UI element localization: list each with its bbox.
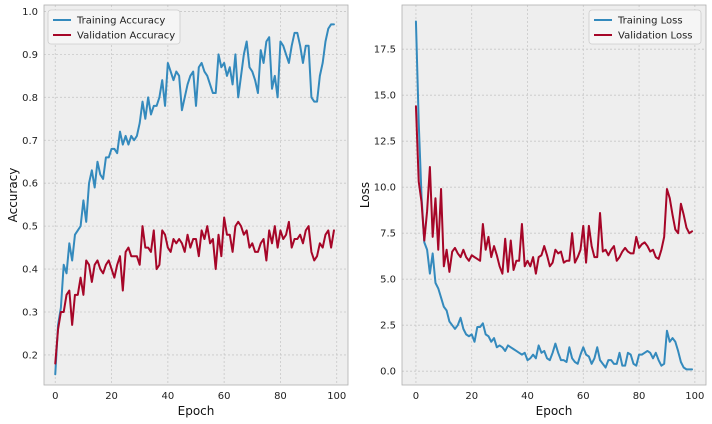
y-tick-label: 17.5	[374, 45, 396, 56]
x-tick-label: 0	[413, 391, 419, 402]
x-tick-label: 40	[161, 391, 174, 402]
series-line-validation-accuracy	[54, 216, 335, 365]
y-tick-label: 0.4	[22, 265, 38, 276]
plot-area	[402, 5, 706, 385]
legend-label: Training Loss	[617, 16, 683, 27]
series-line-validation-loss	[414, 105, 694, 275]
legend-box	[588, 9, 702, 45]
x-tick-label: 60	[577, 391, 590, 402]
x-tick-label: 60	[218, 391, 231, 402]
x-tick-label: 100	[685, 391, 704, 402]
series-line-training-loss	[414, 20, 694, 371]
x-tick-label: 0	[52, 391, 58, 402]
x-axis-label: Epoch	[536, 404, 573, 418]
y-tick-label: 0.3	[22, 308, 38, 319]
y-axis-label: Accuracy	[6, 168, 20, 223]
y-tick-label: 2.5	[380, 321, 396, 332]
x-tick-label: 100	[327, 391, 346, 402]
x-tick-label: 80	[274, 391, 287, 402]
x-tick-label: 20	[465, 391, 478, 402]
x-tick-label: 20	[105, 391, 118, 402]
y-tick-label: 10.0	[374, 183, 396, 194]
legend-box	[47, 9, 181, 45]
plot-area	[44, 5, 348, 385]
series-line-training-accuracy	[54, 23, 335, 376]
y-tick-label: 0.8	[22, 93, 38, 104]
x-tick-label: 80	[633, 391, 646, 402]
legend-label: Validation Loss	[618, 31, 693, 42]
legend-label: Validation Accuracy	[77, 31, 175, 42]
y-tick-label: 0.5	[22, 222, 38, 233]
y-tick-label: 5.0	[380, 275, 396, 286]
legend-label: Training Accuracy	[76, 16, 165, 27]
y-tick-label: 12.5	[374, 137, 396, 148]
y-tick-label: 0.6	[22, 179, 38, 190]
y-tick-label: 0.9	[22, 50, 38, 61]
y-tick-label: 1.0	[22, 7, 38, 18]
y-axis-label: Loss	[358, 182, 372, 208]
y-tick-label: 15.0	[374, 91, 396, 102]
legend: Training Accuracy Validation Accuracy	[47, 9, 181, 45]
plot-frame	[401, 4, 707, 386]
y-tick-label: 7.5	[380, 229, 396, 240]
y-tick-label: 0.7	[22, 136, 38, 147]
x-axis-label: Epoch	[178, 404, 215, 418]
loss-chart: 0 20 40 60 80 100 0.0 2.5 5.0 7.5 10.0 12.5 15.0 17.5…	[358, 4, 707, 418]
y-tick-label: 0.2	[22, 350, 38, 361]
legend: Training Loss Validation Loss	[588, 9, 702, 45]
accuracy-chart: 0 20 40 60 80 100 0.2 0.3 0.4 0.5 0.6 0.7 0.8 0.9 1.0 E…	[6, 4, 349, 418]
plot-frame	[43, 4, 349, 386]
y-tick-label: 0.0	[380, 367, 396, 378]
x-tick-label: 40	[521, 391, 534, 402]
